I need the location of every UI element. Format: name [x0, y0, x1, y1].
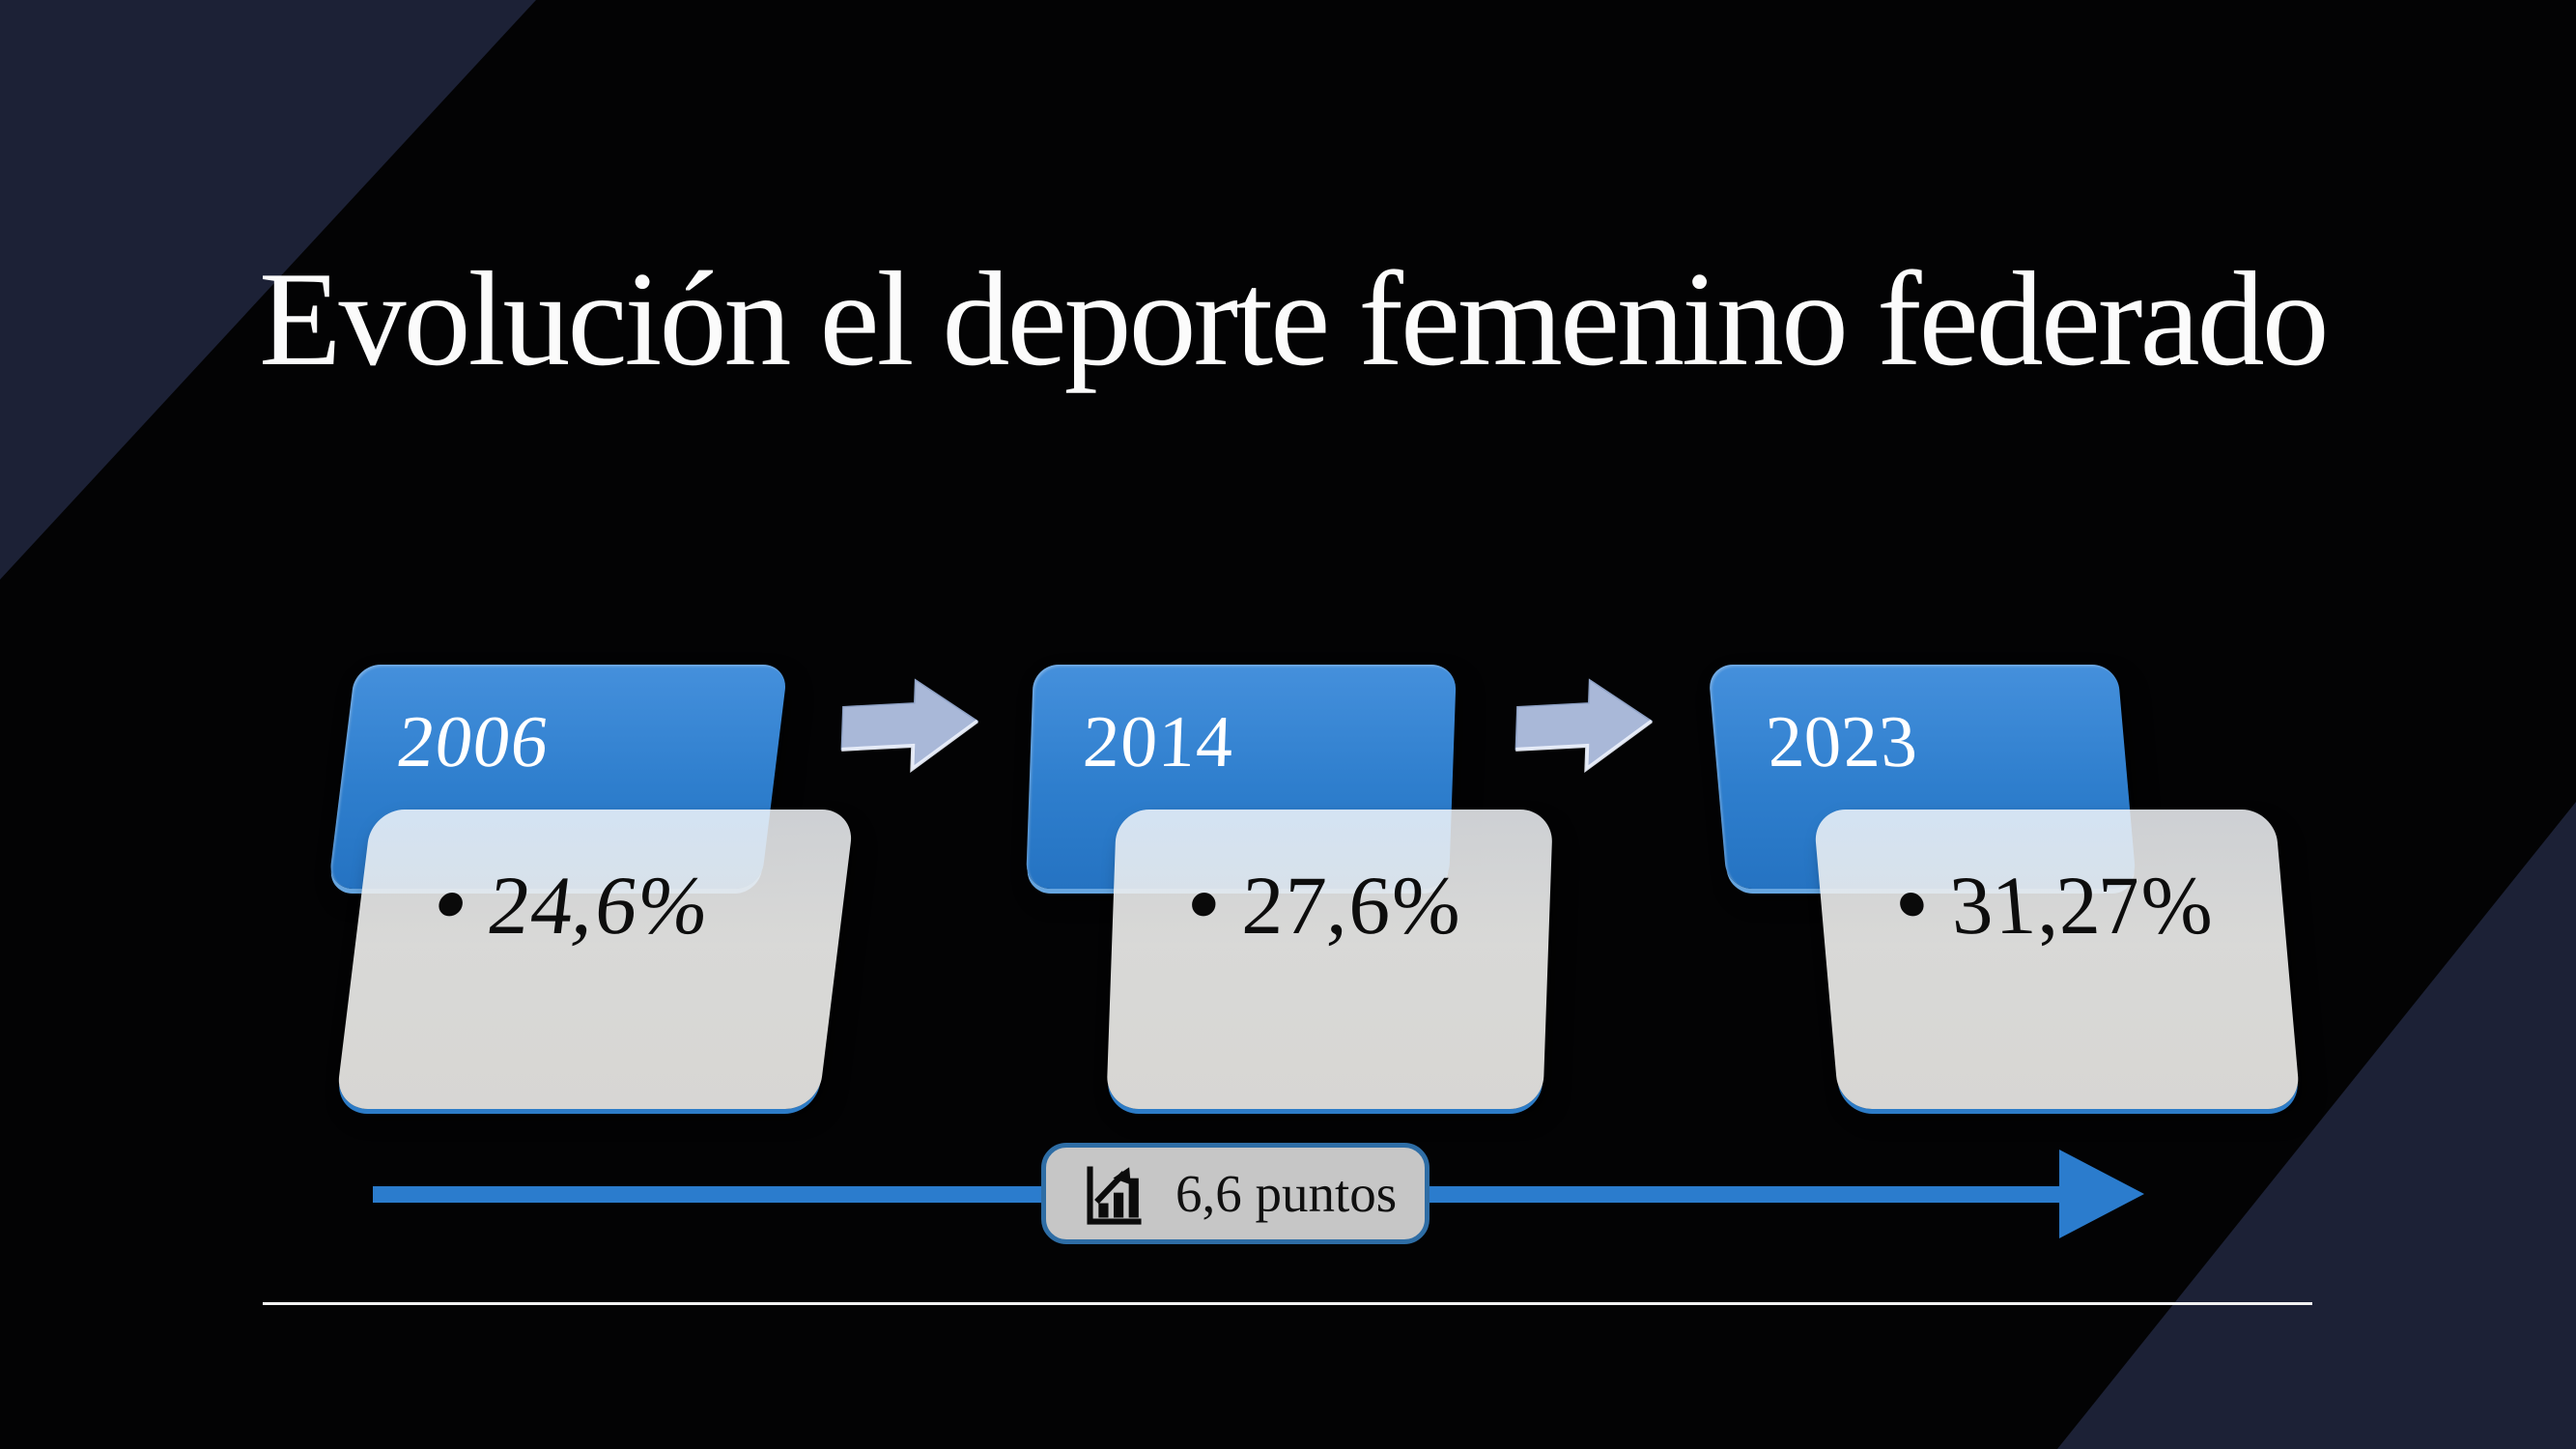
bar-chart-rising-icon	[1087, 1165, 1142, 1225]
metric-badge: 6,6 puntos	[1041, 1143, 1430, 1244]
page-title: Evolución el deporte femenino federado	[259, 244, 2330, 394]
badge-label: 6,6 puntos	[1175, 1164, 1398, 1223]
right-block-arrow-icon	[1514, 678, 1654, 773]
year-label: 2023	[1763, 701, 1921, 782]
value-row: • 24,6%	[429, 857, 715, 952]
right-block-arrow-icon	[840, 678, 979, 773]
timeline-arrowhead-icon	[2059, 1150, 2144, 1238]
value-label: 24,6%	[483, 859, 715, 952]
value-label: 27,6%	[1240, 859, 1463, 952]
year-label: 2014	[1081, 701, 1235, 782]
value-row: • 27,6%	[1186, 857, 1463, 952]
value-label: 31,27%	[1945, 859, 2217, 952]
value-card-2014: • 27,6%	[1106, 810, 1553, 1109]
value-row: • 31,27%	[1892, 857, 2217, 952]
value-card-2006: • 24,6%	[334, 810, 856, 1109]
divider-line	[263, 1302, 2312, 1305]
value-card-2023: • 31,27%	[1813, 810, 2302, 1109]
year-label: 2006	[393, 701, 554, 782]
